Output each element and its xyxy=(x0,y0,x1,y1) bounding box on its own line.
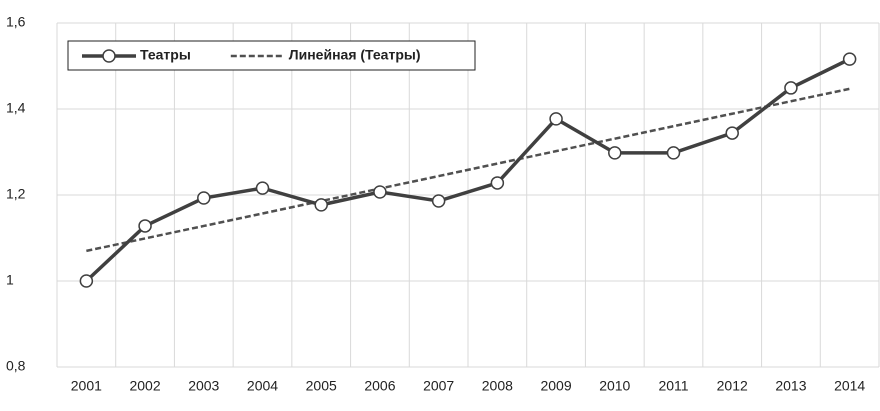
point xyxy=(138,219,152,233)
x-tick-label: 2007 xyxy=(423,378,454,394)
x-tick-label: 2001 xyxy=(71,378,102,394)
y-tick-label: 1,4 xyxy=(6,100,26,116)
legend-label: Линейная (Театры) xyxy=(289,47,421,63)
point xyxy=(490,176,505,190)
x-tick-label: 2008 xyxy=(482,378,513,394)
point xyxy=(725,126,739,140)
point xyxy=(79,274,94,288)
x-tick-label: 2013 xyxy=(775,378,806,394)
point xyxy=(666,146,681,160)
x-tick-label: 2004 xyxy=(247,378,278,394)
point xyxy=(784,81,798,95)
x-tick-label: 2002 xyxy=(129,378,160,394)
x-tick-label: 2006 xyxy=(364,378,395,394)
x-tick-label: 2011 xyxy=(658,378,688,394)
y-tick-label: 1,2 xyxy=(6,186,26,202)
x-tick-label: 2012 xyxy=(717,378,748,394)
point xyxy=(549,112,563,126)
series-line xyxy=(85,57,851,283)
x-tick-label: 2009 xyxy=(540,378,571,394)
point xyxy=(373,185,387,199)
x-tick-label: 2005 xyxy=(306,378,337,394)
legend-marker xyxy=(102,49,116,63)
point xyxy=(842,52,857,66)
point xyxy=(608,146,622,160)
trend-line xyxy=(86,87,850,253)
x-tick-label: 2010 xyxy=(599,378,630,394)
point xyxy=(197,191,211,205)
y-tick-label: 1,6 xyxy=(6,14,26,30)
x-tick-label: 2014 xyxy=(834,378,865,394)
point xyxy=(314,198,328,212)
point xyxy=(255,181,270,195)
legend: Театры Линейная (Театры) xyxy=(67,40,476,71)
x-tick-label: 2003 xyxy=(188,378,219,394)
y-tick-label: 1 xyxy=(6,272,14,288)
y-tick-label: 0,8 xyxy=(6,358,26,374)
point xyxy=(431,194,446,208)
legend-label: Театры xyxy=(140,47,191,63)
